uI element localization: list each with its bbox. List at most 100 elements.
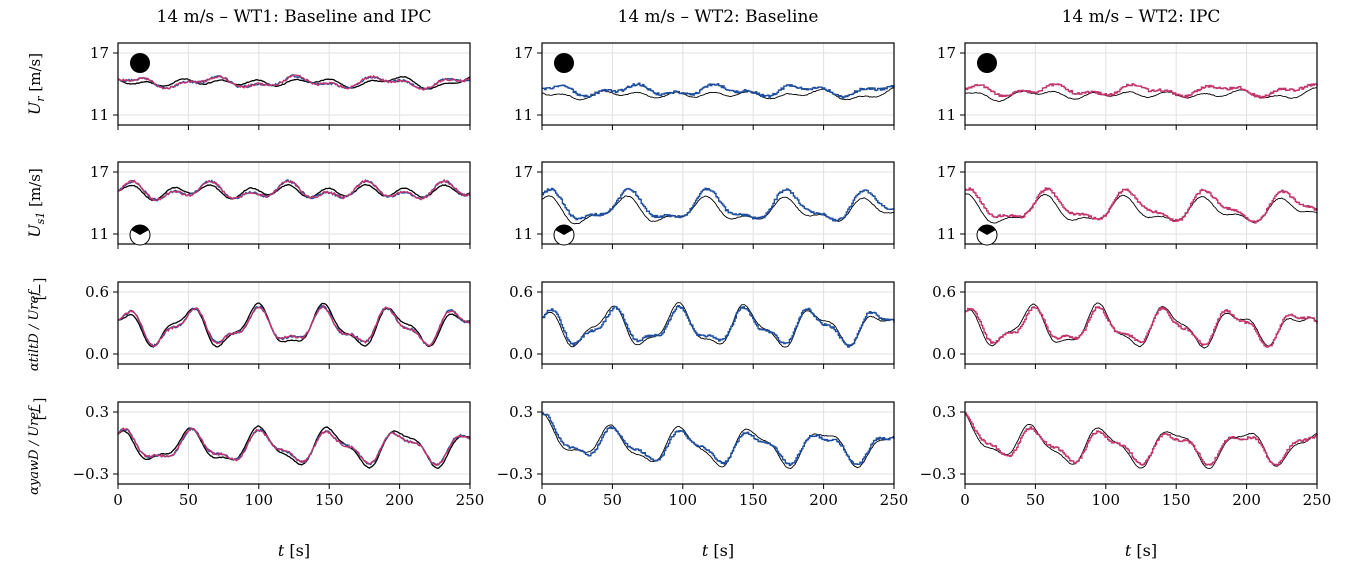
panel-frame [964, 281, 1318, 365]
y-tick-label: 0.3 [509, 403, 533, 421]
series-reference [117, 425, 471, 469]
panel-frame [964, 401, 1318, 485]
row-label-3: αtiltD / Uref[−] [27, 278, 48, 371]
panel-frame [541, 281, 895, 365]
panel-row4-col3: 0 50 100 150 200 250 0.3 −0.3 t [s] [920, 401, 1332, 560]
series-baseline [542, 305, 895, 348]
x-tick-label: 250 [880, 491, 909, 509]
panel-frame [541, 401, 895, 485]
series-ipc [117, 74, 471, 91]
svg-text:[−]: [−] [32, 278, 48, 301]
row-label-1: Ur [m/s] [25, 53, 47, 115]
x-tick-label: 50 [179, 491, 198, 509]
column-title-3: 14 m/s – WT2: IPC [1062, 7, 1221, 27]
y-tick-label: 11 [514, 225, 533, 243]
y-tick-label: 0.6 [85, 283, 109, 301]
svg-text:Us1 [m/s]: Us1 [m/s] [25, 168, 47, 238]
y-tick-label: 11 [937, 225, 956, 243]
y-tick-label: 17 [937, 44, 956, 62]
x-tick-label: 50 [603, 491, 622, 509]
y-tick-label: 17 [514, 44, 533, 62]
panel-frame [117, 161, 471, 245]
x-axis-label: t [s] [1125, 541, 1157, 560]
y-tick-label: −0.3 [73, 465, 109, 483]
panel-frame [964, 42, 1318, 126]
column-title-1: 14 m/s – WT1: Baseline and IPC [157, 7, 432, 27]
sector-marker-fill [131, 224, 149, 235]
column-title-2: 14 m/s – WT2: Baseline [618, 7, 819, 27]
series-ipc [117, 304, 471, 348]
svg-text:[−]: [−] [32, 398, 48, 421]
x-tick-label: 250 [456, 491, 485, 509]
x-tick-label: 250 [1303, 491, 1332, 509]
x-tick-label: 200 [385, 491, 414, 509]
panel-row3-col1: 0.6 0.0 [85, 281, 471, 369]
y-tick-label: 0.0 [932, 345, 956, 363]
series-reference [117, 183, 471, 202]
panel-frame [117, 401, 471, 485]
series-ipc [965, 187, 1318, 224]
x-tick-label: 150 [1162, 491, 1191, 509]
x-tick-label: 200 [1232, 491, 1261, 509]
y-tick-label: −0.3 [497, 465, 533, 483]
panel-row3-col3: 0.6 0.0 [932, 281, 1318, 369]
panel-frame [541, 161, 895, 245]
x-axis-label: t [s] [278, 541, 310, 560]
row-label-4: αyawD / Uref[−] [27, 398, 48, 495]
y-tick-label: −0.3 [920, 465, 956, 483]
sector-marker-fill [978, 224, 996, 235]
series-ipc [965, 412, 1318, 467]
panel-row3-col2: 0.6 0.0 [509, 281, 895, 369]
svg-text:αyawD / Uref: αyawD / Uref [27, 405, 42, 495]
y-tick-label: 0.3 [932, 403, 956, 421]
y-tick-label: 0.0 [85, 345, 109, 363]
x-tick-label: 0 [113, 491, 123, 509]
series-reference [541, 302, 895, 348]
x-tick-label: 150 [315, 491, 344, 509]
svg-text:Ur [m/s]: Ur [m/s] [25, 53, 47, 115]
rotor-position-marker [130, 53, 150, 73]
panel-frame [964, 161, 1318, 245]
series-baseline [542, 82, 895, 99]
rotor-position-marker [977, 53, 997, 73]
x-tick-label: 50 [1026, 491, 1045, 509]
y-tick-label: 17 [90, 44, 109, 62]
x-tick-label: 100 [1091, 491, 1120, 509]
x-tick-label: 100 [668, 491, 697, 509]
panel-frame [541, 42, 895, 126]
svg-text:αtiltD / Uref: αtiltD / Uref [27, 289, 42, 371]
x-tick-label: 0 [537, 491, 547, 509]
panel-frame [117, 42, 471, 126]
series-baseline [542, 187, 895, 222]
x-tick-label: 0 [960, 491, 970, 509]
y-tick-label: 0.0 [509, 345, 533, 363]
panel-row4-col2: 0 50 100 150 200 250 0.3 −0.3 t [s] [497, 401, 909, 560]
panel-row4-col1: 0 50 100 150 200 250 0.3 −0.3 t [s] [73, 401, 485, 560]
series-reference [965, 193, 1318, 224]
y-tick-label: 17 [937, 163, 956, 181]
x-axis-label: t [s] [702, 541, 734, 560]
sector-marker-fill [555, 224, 573, 235]
row-label-2: Us1 [m/s] [25, 168, 47, 238]
x-tick-label: 200 [809, 491, 838, 509]
x-tick-label: 150 [739, 491, 768, 509]
series-reference [964, 302, 1318, 349]
y-tick-label: 0.3 [85, 403, 109, 421]
rotor-position-marker [554, 53, 574, 73]
series-ipc [965, 83, 1318, 99]
y-tick-label: 11 [90, 225, 109, 243]
y-tick-label: 11 [90, 106, 109, 124]
series-reference [541, 412, 895, 469]
series-ipc [117, 427, 471, 466]
y-tick-label: 0.6 [509, 283, 533, 301]
y-tick-label: 17 [90, 163, 109, 181]
series-reference [964, 413, 1318, 469]
series-reference [117, 302, 471, 348]
